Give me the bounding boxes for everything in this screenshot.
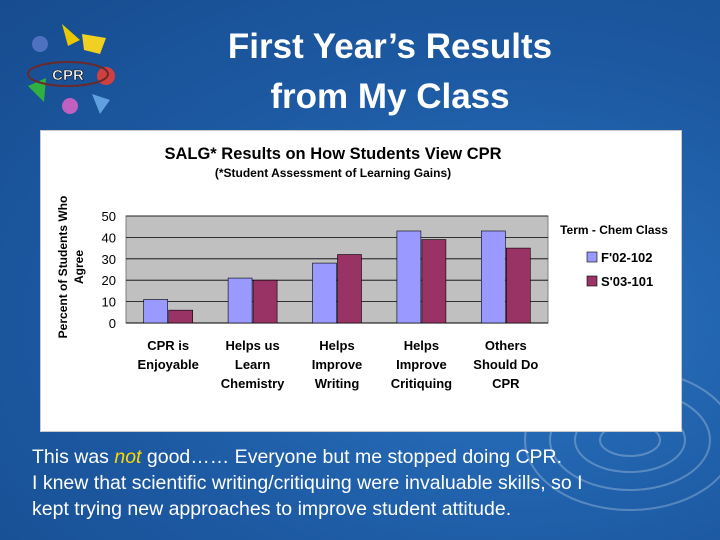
bar (168, 309, 193, 324)
logo-shape-icon (82, 34, 106, 54)
slide-caption: This was not good…… Everyone but me stop… (32, 444, 702, 522)
bar (480, 230, 506, 324)
x-tick-label: Critiquing (391, 376, 452, 391)
x-tick-label: Helps us (226, 338, 280, 353)
y-tick-label: 50 (102, 209, 116, 224)
slide-title-line1: First Year’s Results (227, 27, 553, 66)
bar (252, 279, 278, 324)
legend-label: F'02-102 (601, 250, 653, 265)
x-tick-label: Improve (396, 357, 447, 372)
legend-swatch (586, 275, 598, 287)
caption-line2: I knew that scientific writing/critiquin… (32, 472, 583, 494)
chart-subtitle: (*Student Assessment of Learning Gains) (215, 166, 451, 180)
logo-dot-icon (62, 98, 78, 114)
caption-line1-pre: This was (32, 446, 115, 468)
caption-line3: kept trying new approaches to improve st… (32, 498, 512, 520)
x-tick-label: Learn (235, 357, 270, 372)
logo-dot-icon (32, 36, 48, 52)
plot-area (125, 215, 549, 324)
x-tick-label: Helps (404, 338, 439, 353)
x-tick-label: Enjoyable (137, 357, 198, 372)
y-tick-label: 0 (109, 316, 116, 331)
logo-text: CPR (52, 67, 84, 84)
y-tick-label: 20 (102, 273, 116, 288)
caption-line1-post: good…… Everyone but me stopped doing CPR… (141, 446, 563, 468)
chart-title: SALG* Results on How Students View CPR (164, 145, 501, 163)
x-tick-label: Improve (312, 357, 363, 372)
y-tick-label: 30 (102, 252, 116, 267)
legend-label: S'03-101 (601, 274, 653, 289)
slide-title: First Year’s Results from My Class (170, 22, 610, 122)
legend-swatch (586, 251, 598, 263)
chart-panel: SALG* Results on How Students View CPR (… (40, 130, 682, 432)
x-tick-label: CPR is (147, 338, 189, 353)
y-tick-label: 40 (102, 230, 116, 245)
salg-bar-chart: SALG* Results on How Students View CPR (… (56, 145, 668, 391)
caption-line1: This was not good…… Everyone but me stop… (32, 444, 702, 470)
caption-emphasis: not (114, 446, 142, 468)
bar (396, 230, 422, 324)
x-tick-label: Writing (315, 376, 360, 391)
slide-title-line2: from My Class (270, 77, 510, 116)
logo-ring (27, 61, 109, 87)
x-tick-label: Helps (319, 338, 354, 353)
bar (312, 262, 337, 324)
logo-star-icon (62, 24, 80, 46)
cpr-logo: CPR (27, 24, 115, 114)
x-tick-label: CPR (492, 376, 520, 391)
y-axis-label-line2: Agree (72, 250, 86, 284)
bar (143, 299, 168, 324)
legend-title: Term - Chem Class (560, 223, 668, 237)
bar (337, 254, 362, 324)
y-tick-label: 10 (102, 295, 116, 310)
bar (421, 239, 447, 324)
x-tick-label: Chemistry (221, 376, 285, 391)
bar (227, 277, 253, 324)
logo-shape-icon (92, 94, 110, 114)
y-axis-label-line1: Percent of Students Who (56, 196, 70, 339)
x-tick-label: Others (485, 338, 527, 353)
x-tick-label: Should Do (473, 357, 538, 372)
bar (505, 247, 531, 324)
